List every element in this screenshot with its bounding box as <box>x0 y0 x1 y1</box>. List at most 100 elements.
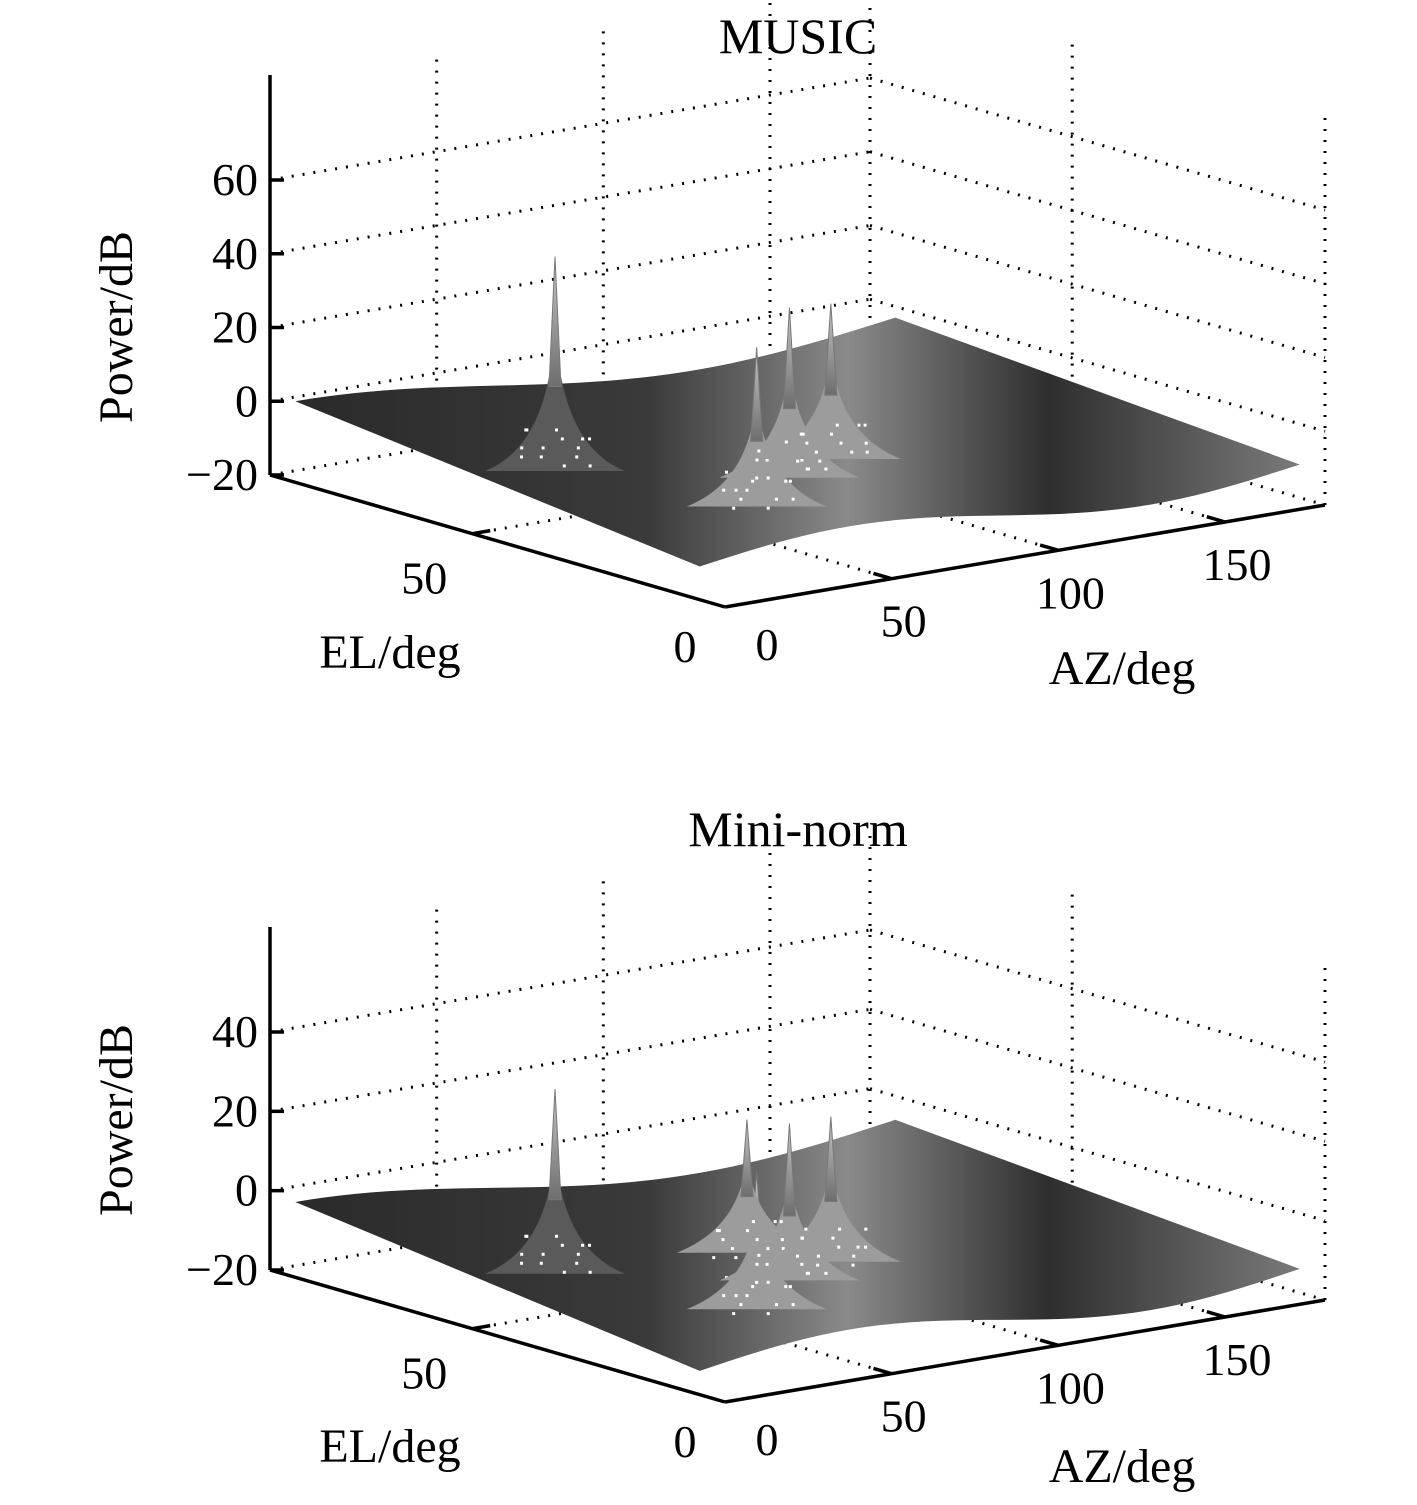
x-tick-mark <box>1039 543 1059 553</box>
surface-highlight <box>781 1247 785 1251</box>
surface-highlight <box>539 1261 543 1265</box>
peak-spike <box>824 303 838 396</box>
z-tick-labels: −20 0 20 40 <box>186 1006 258 1295</box>
z-tick-label: 20 <box>212 1085 258 1136</box>
x-tick-label: 0 <box>756 1414 779 1465</box>
surface-highlight <box>784 479 788 483</box>
grid-line <box>269 224 871 329</box>
surface-highlight <box>525 1234 529 1238</box>
y-tick-label: 0 <box>674 621 697 672</box>
surface-highlight <box>765 458 769 462</box>
surface-highlight <box>838 1227 842 1231</box>
surface-highlight <box>788 1285 792 1289</box>
surface-highlight <box>588 1270 592 1274</box>
surface-highlight <box>788 479 792 483</box>
x-tick-label: 150 <box>1203 539 1272 590</box>
surface-highlight <box>824 1271 828 1275</box>
peak-mound <box>485 376 625 472</box>
surface-highlight <box>520 455 524 459</box>
z-axis-label: Power/dB <box>90 231 143 423</box>
grid-line <box>269 76 871 182</box>
surface-highlight <box>857 423 861 427</box>
x-tick-label: 100 <box>1036 1362 1105 1413</box>
peak-mound <box>676 1186 817 1253</box>
surface-highlight <box>773 1220 777 1224</box>
axes <box>268 927 1326 1404</box>
surface-highlight <box>791 497 795 501</box>
surface-highlight <box>800 1262 804 1266</box>
surface-highlight <box>755 1262 759 1266</box>
y-tick-label: 0 <box>674 1416 697 1467</box>
chart-title: MUSIC <box>719 8 877 64</box>
surface-highlight <box>722 488 726 492</box>
surface-highlight <box>829 432 833 436</box>
y-tick-label: 50 <box>401 553 447 604</box>
peak-spike <box>782 307 796 410</box>
peak-spike <box>548 1089 562 1201</box>
surface-highlight <box>814 450 818 454</box>
surface-highlight <box>755 476 759 480</box>
z-tick-label: −20 <box>186 1244 258 1295</box>
peak <box>676 1119 817 1260</box>
surface-highlight <box>805 467 809 471</box>
surface-highlight <box>734 1294 738 1298</box>
peak <box>485 256 625 472</box>
y-tick-mark <box>471 1323 491 1331</box>
surface-highlight <box>851 1263 855 1267</box>
surface-highlight <box>755 1280 759 1284</box>
surface-highlight <box>805 441 809 445</box>
surface-highlight <box>576 1252 580 1256</box>
surface-highlight <box>721 1238 725 1242</box>
surface-highlight <box>839 441 843 445</box>
x-tick-label: 50 <box>881 1391 927 1442</box>
surface-highlight <box>804 1227 808 1231</box>
surface-highlight <box>734 488 738 492</box>
surface-highlight <box>751 1220 755 1224</box>
y-tick-labels: 0 50 <box>401 1348 696 1467</box>
surface-highlight <box>784 1285 788 1289</box>
grid-line <box>269 297 871 403</box>
surface-highlight <box>730 1247 734 1251</box>
grid-line <box>602 1211 1059 1347</box>
surface-highlight <box>850 450 854 454</box>
peak-mound <box>760 385 901 460</box>
surface-highlight <box>717 1229 721 1233</box>
surface-highlight <box>864 1245 868 1249</box>
surface-highlight <box>755 1238 759 1242</box>
surface-highlight <box>576 446 580 450</box>
surface-highlight <box>796 459 800 463</box>
surface-highlight <box>818 459 822 463</box>
surface-highlight <box>757 1253 761 1257</box>
z-tick-label: 40 <box>212 1006 258 1057</box>
surface-highlight <box>739 1303 743 1307</box>
surface-highlight <box>715 1229 719 1233</box>
x-tick-mark <box>1206 1310 1226 1319</box>
surface-highlight <box>863 423 867 427</box>
surface-highlight <box>757 449 761 453</box>
surface-highlight <box>588 437 592 441</box>
surface-highlight <box>745 1294 749 1298</box>
grid-line <box>869 224 1326 359</box>
surface-highlight <box>766 476 770 480</box>
peak-spike <box>750 347 764 442</box>
panel-mini-norm: Mini-norm −20 0 20 40 0 50 100 150 0 50 Power/d… <box>90 801 1327 1493</box>
surface-highlight <box>539 455 543 459</box>
surface-highlight <box>816 1254 820 1258</box>
y-axis <box>269 473 726 609</box>
grid-line <box>269 1007 871 1113</box>
grid-line <box>869 297 1326 433</box>
surface-highlight <box>560 437 564 441</box>
peak <box>760 1116 901 1267</box>
surface-highlight <box>755 458 759 462</box>
surface-highlight <box>588 1243 592 1247</box>
x-tick-labels: 0 50 100 150 <box>756 1334 1272 1465</box>
grid-line <box>436 445 893 581</box>
surface-highlight <box>795 1254 799 1258</box>
surface-highlight <box>800 458 804 462</box>
grid-line <box>869 1087 1326 1223</box>
surface-highlight <box>765 1262 769 1266</box>
grid-line <box>269 1087 871 1193</box>
z-tick-label: 0 <box>235 375 258 426</box>
